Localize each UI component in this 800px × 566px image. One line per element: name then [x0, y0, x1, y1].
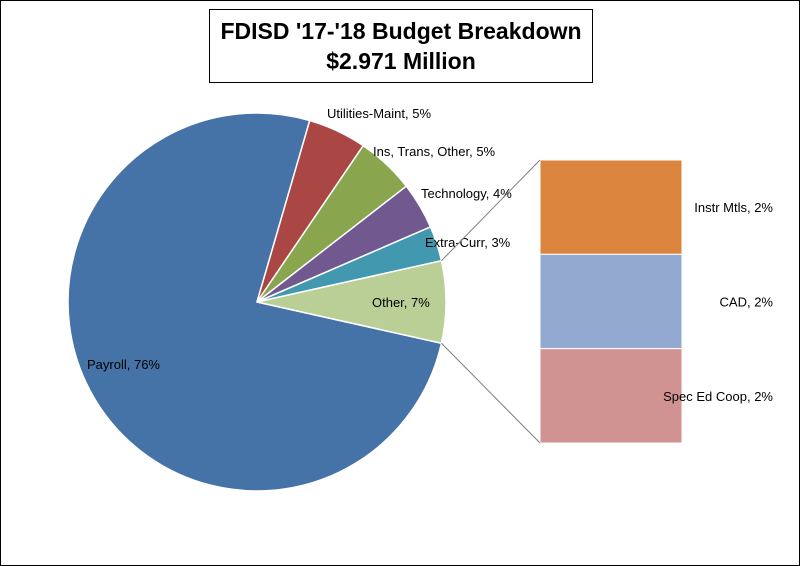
connector-line-top — [441, 159, 541, 262]
slice-label-extra-curr-3: Extra-Curr, 3% — [425, 235, 511, 250]
slice-label-utilities-maint-5: Utilities-Maint, 5% — [327, 106, 431, 121]
slice-label-ins-trans-other-5: Ins, Trans, Other, 5% — [373, 144, 496, 159]
slice-label-technology-4: Technology, 4% — [421, 186, 512, 201]
pie-slice-other-7 — [256, 259, 447, 345]
slice-label-other-7: Other, 7% — [372, 295, 430, 310]
chart-subtitle: $2.971 Million — [326, 48, 476, 74]
pie-slice-payroll-76 — [67, 112, 443, 492]
chart-title-box: FDISD '17-'18 Budget Breakdown $2.971 Mi… — [209, 9, 593, 83]
chart-title: FDISD '17-'18 Budget Breakdown — [220, 18, 582, 44]
breakdown-label-instr-mtls-2: Instr Mtls, 2% — [694, 200, 773, 215]
breakdown-segment-instr-mtls-2 — [539, 159, 683, 255]
breakdown-label-spec-ed-coop-2: Spec Ed Coop, 2% — [663, 389, 773, 404]
breakdown-segment-cad-2 — [539, 253, 683, 350]
breakdown-label-cad-2: CAD, 2% — [720, 295, 774, 310]
slice-label-payroll-76: Payroll, 76% — [87, 357, 160, 372]
connector-line-bottom — [441, 342, 541, 444]
breakdown-segment-spec-ed-coop-2 — [539, 348, 683, 444]
